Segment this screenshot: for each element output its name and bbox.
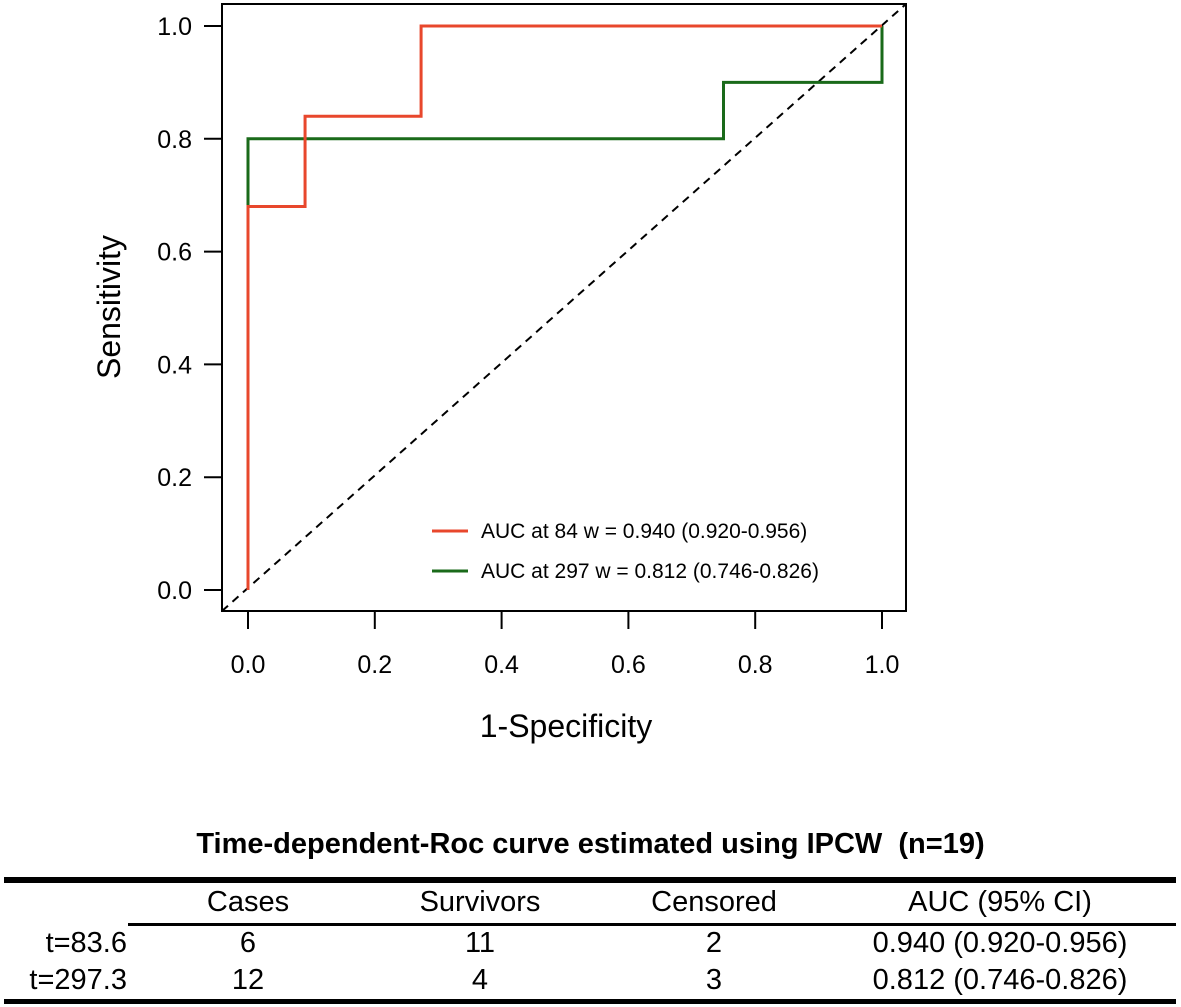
cell-t2-survivors: 4	[471, 964, 489, 996]
table-bottom-rule	[4, 999, 1176, 1004]
cell-t1-auc: 0.940 (0.920-0.956)	[872, 927, 1128, 959]
y-axis-label: Sensitivity	[91, 235, 127, 379]
roc-series-2-line	[246, 26, 884, 590]
series-layer	[246, 24, 884, 590]
x-axis: 0.0 0.2 0.4 0.6 0.8 1.0	[231, 611, 900, 679]
chance-diagonal-line	[221, 3, 907, 612]
cell-t1-censored: 2	[705, 927, 723, 959]
cell-t2-cases: 12	[231, 964, 265, 996]
plot-frame	[221, 3, 907, 612]
cell-t1-cases: 6	[239, 927, 257, 959]
header-survivors: Survivors	[419, 886, 541, 918]
table-top-rule	[4, 877, 1176, 883]
legend-label-2: AUC at 297 w = 0.812 (0.746-0.826)	[481, 560, 819, 583]
legend: AUC at 84 w = 0.940 (0.920-0.956) AUC at …	[432, 520, 819, 583]
y-tick-label: 1.0	[157, 13, 192, 41]
header-cases: Cases	[206, 886, 290, 918]
y-tick-label: 0.2	[157, 464, 192, 492]
legend-label-1: AUC at 84 w = 0.940 (0.920-0.956)	[481, 520, 807, 543]
row-label-t2: t=297.3	[29, 964, 127, 996]
y-tick-label: 0.0	[157, 577, 192, 605]
cell-t1-survivors: 11	[464, 927, 496, 959]
y-tick-label: 0.6	[157, 239, 192, 267]
row-label-t1: t=83.6	[45, 927, 127, 959]
cell-t2-auc: 0.812 (0.746-0.826)	[872, 964, 1128, 996]
x-tick-label: 1.0	[865, 651, 900, 679]
roc-series-1-line	[246, 24, 882, 590]
header-auc: AUC (95% CI)	[908, 886, 1092, 918]
y-tick-label: 0.4	[157, 351, 192, 379]
x-axis-label: 1-Specificity	[480, 708, 653, 744]
cell-t2-censored: 3	[705, 964, 723, 996]
x-tick-label: 0.2	[357, 651, 392, 679]
table-header-rule	[128, 923, 1176, 926]
x-tick-label: 0.0	[231, 651, 266, 679]
y-axis: 0.0 0.2 0.4 0.6 0.8 1.0	[157, 13, 222, 605]
roc-chart: 0.0 0.2 0.4 0.6 0.8 1.0 0.0 0.2 0.4 0.6 0.8 1.0 AU…	[91, 3, 907, 744]
x-tick-label: 0.6	[611, 651, 646, 679]
y-tick-label: 0.8	[157, 126, 192, 154]
x-tick-label: 0.4	[484, 651, 519, 679]
header-censored: Censored	[651, 886, 777, 918]
x-tick-label: 0.8	[738, 651, 773, 679]
table-title: Time-dependent-Roc curve estimated using…	[196, 828, 985, 860]
